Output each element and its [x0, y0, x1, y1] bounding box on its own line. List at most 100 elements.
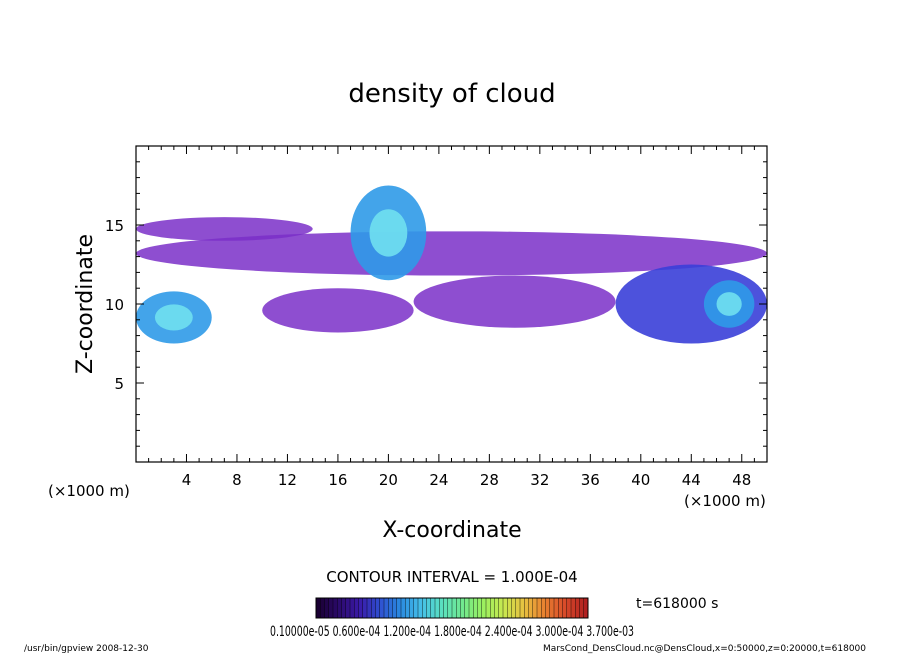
- colorbar-cell-26: [426, 598, 432, 618]
- colorbar-cell-50: [528, 598, 534, 618]
- x-axis-unit: (×1000 m): [684, 492, 766, 510]
- x-tick-label-28: 28: [480, 471, 499, 489]
- colorbar-cell-34: [460, 598, 466, 618]
- y-axis-unit: (×1000 m): [48, 482, 130, 500]
- colorbar-cell-47: [515, 598, 521, 618]
- colorbar-cell-30: [443, 598, 449, 618]
- colorbar-cell-31: [447, 598, 453, 618]
- y-tick-label-10: 10: [105, 296, 124, 314]
- colorbar-cell-2: [324, 598, 330, 618]
- contour-interval-label: CONTOUR INTERVAL = 1.000E-04: [326, 568, 577, 586]
- cloud-region-1: [136, 231, 767, 276]
- y-axis-label: Z-coordinate: [73, 234, 98, 374]
- colorbar-cell-19: [396, 598, 402, 618]
- x-tick-label-12: 12: [278, 471, 297, 489]
- colorbar-cell-43: [498, 598, 504, 618]
- x-tick-label-20: 20: [379, 471, 398, 489]
- colorbar-cell-3: [328, 598, 334, 618]
- colorbar-cell-53: [541, 598, 546, 618]
- time-label: t=618000 s: [636, 596, 718, 612]
- colorbar-cell-23: [413, 598, 419, 618]
- x-tick-label-48: 48: [732, 471, 751, 489]
- colorbar-cell-1: [320, 598, 325, 618]
- colorbar-cell-62: [579, 598, 585, 618]
- colorbar-cell-52: [537, 598, 542, 618]
- colorbar-frame: [315, 597, 589, 619]
- colorbar-cell-13: [371, 598, 376, 618]
- colorbar-cell-54: [545, 598, 551, 618]
- colorbar-cell-39: [481, 598, 487, 618]
- cloud-core-7: [716, 292, 742, 316]
- footer-right: MarsCond_DensCloud.nc@DensCloud,x=0:5000…: [543, 644, 866, 654]
- colorbar-cell-22: [409, 598, 415, 618]
- colorbar-cell-12: [367, 598, 372, 618]
- x-tick-label-44: 44: [682, 471, 701, 489]
- cloud-core-3: [369, 209, 408, 257]
- colorbar-cell-16: [384, 598, 389, 618]
- cloud-region-0: [136, 217, 313, 241]
- cloud-region-5: [413, 275, 616, 328]
- colorbar-cell-15: [379, 598, 385, 618]
- colorbar-cell-29: [439, 598, 444, 618]
- colorbar-cell-32: [452, 598, 457, 618]
- colorbar-tick-labels: 0.10000e-05 0.600e-04 1.200e-04 1.800e-0…: [270, 624, 634, 640]
- colorbar-cell-5: [337, 598, 342, 618]
- y-tick-label-15: 15: [105, 217, 124, 235]
- colorbar-cell-42: [494, 598, 500, 618]
- colorbar-cell-48: [520, 598, 525, 618]
- x-tick-label-36: 36: [581, 471, 600, 489]
- colorbar-cell-41: [490, 598, 495, 618]
- colorbar-cell-63: [583, 598, 589, 618]
- footer-left: /usr/bin/gpview 2008-12-30: [24, 644, 149, 654]
- colorbar-cell-10: [358, 598, 364, 618]
- colorbar-cell-6: [341, 598, 347, 618]
- colorbar-cell-8: [350, 598, 355, 618]
- colorbar-cell-40: [486, 598, 491, 618]
- colorbar-cell-45: [507, 598, 512, 618]
- colorbar-cell-55: [549, 598, 555, 618]
- cloud-region-4: [262, 288, 414, 333]
- colorbar-cell-49: [524, 598, 529, 618]
- x-tick-label-4: 4: [182, 471, 192, 489]
- colorbar-cell-51: [532, 598, 538, 618]
- colorbar-cell-21: [405, 598, 410, 618]
- cloud-core-2: [154, 304, 193, 331]
- colorbar-cell-25: [422, 598, 427, 618]
- colorbar-cell-9: [354, 598, 359, 618]
- colorbar-cell-37: [473, 598, 478, 618]
- cloud-density-field: [136, 185, 768, 344]
- colorbar-cell-14: [375, 598, 381, 618]
- colorbar-cell-33: [456, 598, 461, 618]
- colorbar-cell-20: [401, 598, 406, 618]
- colorbar: [315, 598, 589, 618]
- colorbar-cell-58: [562, 598, 568, 618]
- y-tick-label-5: 5: [114, 375, 124, 393]
- colorbar-cell-17: [388, 598, 393, 618]
- colorbar-cell-38: [477, 598, 483, 618]
- colorbar-cell-35: [464, 598, 470, 618]
- colorbar-cell-57: [558, 598, 563, 618]
- colorbar-cell-11: [362, 598, 368, 618]
- colorbar-cell-44: [503, 598, 508, 618]
- colorbar-cell-18: [392, 598, 398, 618]
- colorbar-cell-59: [566, 598, 572, 618]
- colorbar-cell-27: [430, 598, 436, 618]
- colorbar-cell-36: [469, 598, 474, 618]
- colorbar-cell-24: [418, 598, 423, 618]
- x-tick-label-32: 32: [530, 471, 549, 489]
- colorbar-cell-61: [575, 598, 580, 618]
- x-axis-label: X-coordinate: [382, 518, 521, 543]
- colorbar-cell-0: [316, 598, 321, 618]
- colorbar-cell-60: [571, 598, 576, 618]
- colorbar-cell-7: [345, 598, 351, 618]
- colorbar-cell-28: [435, 598, 440, 618]
- chart-title: density of cloud: [348, 79, 555, 109]
- colorbar-cell-46: [511, 598, 517, 618]
- x-tick-label-24: 24: [429, 471, 448, 489]
- colorbar-cell-56: [554, 598, 559, 618]
- x-tick-label-16: 16: [328, 471, 347, 489]
- x-tick-label-8: 8: [232, 471, 242, 489]
- colorbar-cell-4: [333, 598, 338, 618]
